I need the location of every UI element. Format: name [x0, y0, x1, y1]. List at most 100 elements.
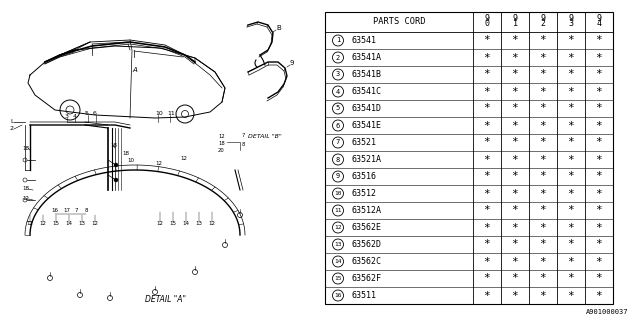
Text: *: * — [540, 205, 547, 215]
Text: A: A — [132, 67, 138, 73]
Text: 9: 9 — [336, 173, 340, 180]
Text: 4: 4 — [596, 20, 602, 28]
Text: *: * — [540, 86, 547, 97]
Text: *: * — [596, 222, 602, 233]
Text: *: * — [568, 188, 574, 198]
Text: 16: 16 — [51, 208, 58, 213]
Text: 12: 12 — [22, 196, 29, 201]
Text: 1: 1 — [513, 20, 518, 28]
Text: 9: 9 — [596, 14, 602, 23]
Text: *: * — [596, 52, 602, 62]
Text: *: * — [568, 103, 574, 114]
Text: 63511: 63511 — [352, 291, 377, 300]
Text: *: * — [484, 155, 490, 164]
Text: *: * — [511, 52, 518, 62]
Text: 18: 18 — [22, 186, 29, 191]
Text: *: * — [596, 274, 602, 284]
Text: 14: 14 — [182, 221, 189, 226]
Text: 12: 12 — [155, 161, 162, 166]
Text: 9: 9 — [513, 14, 518, 23]
Text: 63541D: 63541D — [352, 104, 382, 113]
Text: *: * — [540, 257, 547, 267]
Text: A901000037: A901000037 — [586, 309, 628, 315]
Text: 63562D: 63562D — [352, 240, 382, 249]
Text: *: * — [540, 274, 547, 284]
Text: 17: 17 — [63, 208, 70, 213]
Text: 2: 2 — [10, 126, 14, 131]
Text: 11: 11 — [334, 208, 342, 213]
Text: B: B — [276, 25, 281, 31]
Text: *: * — [484, 291, 490, 300]
Text: 8: 8 — [84, 208, 88, 213]
Text: 6: 6 — [93, 111, 97, 116]
Text: 12: 12 — [218, 134, 225, 139]
Text: 63541C: 63541C — [352, 87, 382, 96]
Text: *: * — [568, 291, 574, 300]
Text: 63521: 63521 — [352, 138, 377, 147]
Text: *: * — [484, 172, 490, 181]
Text: *: * — [484, 52, 490, 62]
Text: *: * — [484, 257, 490, 267]
Text: 9: 9 — [541, 14, 545, 23]
Text: 14: 14 — [334, 259, 342, 264]
Text: 20: 20 — [218, 148, 225, 153]
Text: *: * — [540, 222, 547, 233]
Text: *: * — [511, 138, 518, 148]
Text: 1: 1 — [336, 37, 340, 44]
Text: *: * — [484, 69, 490, 79]
Text: *: * — [484, 222, 490, 233]
Text: *: * — [511, 222, 518, 233]
Text: *: * — [568, 172, 574, 181]
Text: *: * — [511, 86, 518, 97]
Text: *: * — [511, 205, 518, 215]
Text: *: * — [484, 121, 490, 131]
Text: L: L — [10, 119, 13, 124]
Text: *: * — [484, 205, 490, 215]
Text: 12: 12 — [92, 221, 99, 226]
Text: *: * — [540, 188, 547, 198]
Text: 14: 14 — [65, 221, 72, 226]
Text: 18: 18 — [122, 151, 129, 156]
Text: *: * — [568, 222, 574, 233]
Text: *: * — [596, 138, 602, 148]
Text: *: * — [596, 205, 602, 215]
Text: 16: 16 — [334, 293, 342, 298]
Text: DETAIL "B": DETAIL "B" — [248, 134, 282, 139]
Text: *: * — [568, 205, 574, 215]
Text: 9: 9 — [568, 14, 573, 23]
Text: *: * — [596, 257, 602, 267]
Text: 3: 3 — [568, 20, 573, 28]
Text: *: * — [568, 155, 574, 164]
Text: 63541: 63541 — [352, 36, 377, 45]
Text: 0: 0 — [484, 20, 490, 28]
Text: 12: 12 — [26, 221, 33, 226]
Text: *: * — [540, 69, 547, 79]
Text: *: * — [511, 172, 518, 181]
Text: 63562E: 63562E — [352, 223, 382, 232]
Text: 10: 10 — [127, 158, 134, 163]
Text: *: * — [484, 188, 490, 198]
Text: *: * — [511, 103, 518, 114]
Text: *: * — [568, 274, 574, 284]
Text: *: * — [568, 239, 574, 250]
Bar — [325, 12, 613, 304]
Text: *: * — [511, 257, 518, 267]
Text: *: * — [484, 274, 490, 284]
Text: *: * — [568, 86, 574, 97]
Text: *: * — [511, 188, 518, 198]
Text: 13: 13 — [334, 242, 342, 247]
Text: 18: 18 — [218, 141, 225, 146]
Text: *: * — [540, 291, 547, 300]
Text: *: * — [511, 274, 518, 284]
Text: 8: 8 — [336, 156, 340, 163]
Text: *: * — [540, 138, 547, 148]
Text: *: * — [596, 103, 602, 114]
Text: *: * — [511, 239, 518, 250]
Text: 13: 13 — [195, 221, 202, 226]
Text: *: * — [596, 121, 602, 131]
Text: 12: 12 — [180, 156, 187, 161]
Text: 2: 2 — [541, 20, 545, 28]
Text: 63541B: 63541B — [352, 70, 382, 79]
Text: 7: 7 — [242, 133, 245, 138]
Text: *: * — [484, 138, 490, 148]
